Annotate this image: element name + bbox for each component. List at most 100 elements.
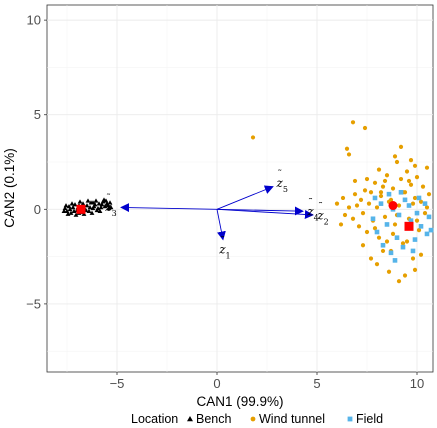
wind-tunnel-point: [374, 262, 380, 267]
wind-tunnel-point: [422, 210, 428, 216]
bench-point: [80, 201, 86, 206]
wind-tunnel-point: [360, 210, 366, 216]
vector-arrow-z4: [216, 206, 304, 216]
grid-lines: [47, 5, 433, 372]
vector-label-z1: z1: [218, 242, 230, 260]
vector-label-tilde: ˜: [318, 201, 323, 213]
bench-point: [96, 201, 102, 206]
plot-panel: [46, 4, 434, 373]
vector-label-z5: z5: [276, 176, 288, 194]
bench-point: [68, 210, 74, 215]
bench-point: [70, 205, 76, 210]
wind-tunnel-point: [358, 197, 364, 202]
field-point: [380, 242, 386, 248]
legend-label-field: Field: [356, 412, 383, 426]
wind-tunnel-point: [394, 159, 400, 165]
wind-tunnel-point: [390, 231, 396, 237]
wind-tunnel-point: [380, 248, 386, 254]
wind-tunnel-point: [340, 195, 346, 201]
bench-point: [71, 208, 77, 214]
wind-tunnel-point: [390, 186, 396, 191]
field-point: [396, 212, 402, 218]
wind-tunnel-point: [364, 176, 370, 182]
wind-tunnel-point: [392, 154, 398, 159]
bench-point: [73, 212, 79, 217]
wind-tunnel-point: [408, 158, 414, 163]
field-point: [370, 216, 376, 222]
field-point: [400, 244, 406, 250]
wind-tunnel-point: [378, 193, 384, 199]
bench-centroid-point: [76, 204, 86, 214]
field-centroid-point: [404, 221, 414, 231]
axis-ticks: −5 0 5 10 −5 0 5 10: [26, 13, 424, 391]
legend-key-field: [347, 416, 353, 422]
field-point: [406, 203, 412, 208]
field-point: [398, 189, 404, 195]
bench-point: [89, 210, 95, 215]
legend-key-bench: [187, 416, 193, 422]
wind-tunnel-point: [426, 192, 432, 197]
wind-tunnel-point: [368, 256, 374, 261]
vector-label-z2: z2: [316, 209, 328, 227]
bench-point: [69, 201, 75, 206]
vector-arrow-z5: [216, 185, 274, 210]
bench-point: [91, 204, 97, 209]
bench-point: [97, 208, 103, 214]
vector-label-z4: z4: [306, 204, 318, 222]
wind-tunnel-point: [388, 197, 394, 202]
wind-tunnel-point: [378, 190, 384, 195]
wind-tunnel-point: [408, 182, 414, 187]
wind-tunnel-point: [392, 222, 398, 227]
wind-tunnel-point: [412, 267, 418, 272]
wind-tunnel-point: [384, 239, 390, 244]
wind-tunnel-point: [384, 173, 390, 178]
field-point: [418, 224, 424, 229]
bench-point: [90, 200, 96, 205]
wind-tunnel-point: [400, 241, 406, 246]
wind-tunnel-point: [386, 269, 392, 274]
field-point: [412, 237, 418, 242]
y-tick-label: 10: [27, 13, 41, 28]
bench-point: [65, 211, 71, 216]
x-tick-label: 0: [213, 376, 220, 391]
vector-label-tilde: ˜: [106, 192, 111, 204]
legend-key-wind-tunnel: [250, 416, 256, 422]
wind-tunnel-point: [420, 184, 426, 189]
bench-point: [99, 202, 105, 207]
wind-tunnel-point: [250, 135, 256, 140]
field-point: [384, 222, 390, 227]
wind-tunnel-point: [354, 203, 360, 208]
vector-label-tilde: ˜: [308, 196, 313, 208]
x-axis-title: CAN1 (99.9%): [196, 394, 283, 409]
wind-tunnel-point: [346, 152, 352, 157]
wind-tunnel-point: [346, 205, 352, 210]
vector-label-z3: z3: [104, 200, 116, 218]
field-point: [410, 248, 416, 254]
field-point: [414, 210, 420, 216]
wind-tunnel-point: [380, 184, 386, 189]
x-tick-label: 10: [410, 376, 424, 391]
wind-tunnel-point: [364, 229, 370, 235]
wind-tunnel-point: [412, 163, 418, 168]
wind-tunnel-point: [352, 192, 358, 197]
bench-point: [105, 203, 111, 208]
bench-point: [95, 205, 101, 211]
wind-tunnel-point: [372, 180, 378, 185]
wind-tunnel-point: [382, 178, 388, 184]
field-point: [422, 201, 428, 206]
field-point: [378, 201, 384, 206]
y-tick-label: 5: [34, 107, 41, 122]
vector-label-tilde: ˜: [220, 234, 225, 246]
bench-point: [84, 203, 90, 208]
wind-tunnel-point: [356, 224, 362, 229]
legend-label-bench: Bench: [196, 412, 231, 426]
wind-tunnel-point: [362, 188, 368, 193]
axis-labels: CAN1 (99.9%) CAN2 (0.1%): [2, 148, 284, 409]
field-point: [374, 229, 380, 235]
wind-tunnel-point: [396, 203, 402, 208]
x-tick-label: 5: [313, 376, 320, 391]
wind-tunnel-point: [398, 144, 404, 149]
wind-tunnel-point: [410, 201, 416, 206]
field-point: [386, 191, 392, 197]
